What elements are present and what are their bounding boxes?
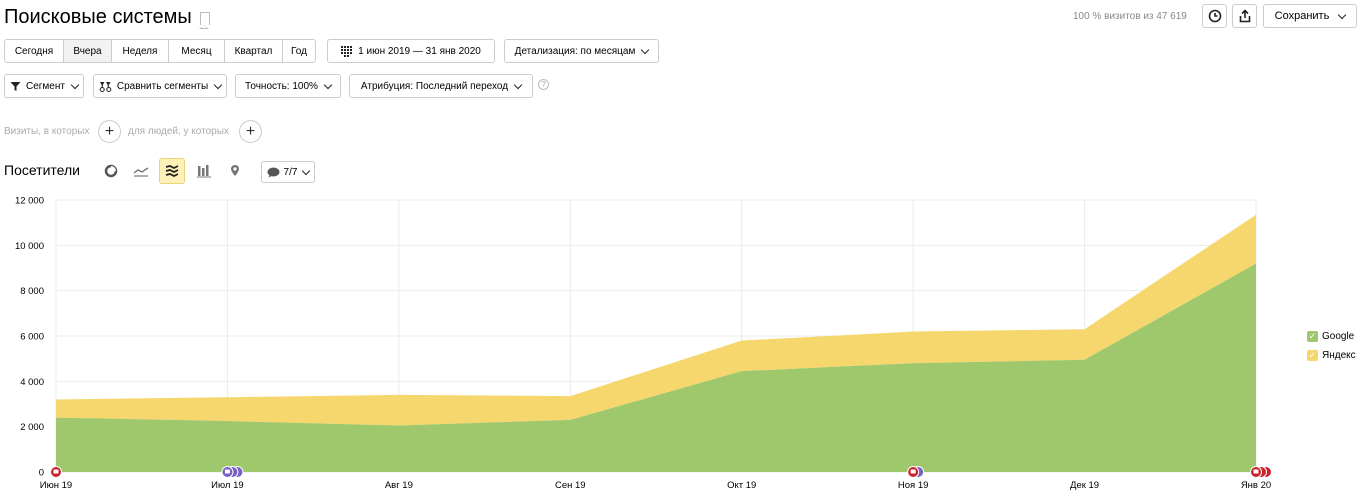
chevron-down-icon [641, 45, 650, 54]
legend-swatch-google: ✓ [1307, 331, 1318, 342]
series-area-google [56, 263, 1256, 472]
chart-type-area[interactable] [159, 158, 185, 184]
chevron-down-icon [1338, 10, 1347, 19]
compare-segments-label: Сравнить сегменты [116, 80, 209, 92]
accuracy-dropdown[interactable]: Точность: 100% [235, 74, 341, 98]
stacked-area-icon [165, 165, 179, 178]
accuracy-label: Точность: 100% [245, 80, 318, 92]
add-visit-condition-button[interactable]: + [98, 120, 121, 143]
period-today[interactable]: Сегодня [4, 39, 64, 63]
detail-label: Детализация: по месяцам [514, 45, 636, 57]
chevron-down-icon [513, 80, 523, 89]
plus-icon: + [245, 122, 256, 140]
help-icon[interactable]: ? [538, 79, 549, 90]
period-year[interactable]: Год [283, 39, 316, 63]
line-chart-icon [133, 167, 149, 177]
compare-segments-button[interactable]: Сравнить сегменты [93, 74, 227, 98]
legend-swatch-yandex: ✓ [1307, 350, 1318, 361]
date-range-label: 1 июн 2019 — 31 янв 2020 [358, 45, 481, 57]
chart-type-map[interactable] [222, 158, 248, 184]
visits-share: 100 % визитов из 47 619 [1073, 11, 1187, 22]
y-tick-label: 0 [39, 468, 44, 479]
visitors-area-chart: 0 2 000 4 000 6 000 8 000 10 000 12 000 Июн 19 И… [15, 196, 1272, 491]
detail-dropdown[interactable]: Детализация: по месяцам [504, 39, 659, 63]
date-range-button[interactable]: 1 июн 2019 — 31 янв 2020 [327, 39, 495, 63]
visits-condition-label: Визиты, в которых [4, 126, 90, 137]
chevron-down-icon [323, 80, 333, 89]
x-tick-label: Сен 19 [555, 480, 586, 491]
x-tick-label: Янв 20 [1241, 480, 1271, 491]
clock-icon [1208, 9, 1221, 23]
export-button[interactable] [1232, 4, 1257, 28]
period-week[interactable]: Неделя [112, 39, 169, 63]
attribution-dropdown[interactable]: Атрибуция: Последний переход [349, 74, 533, 98]
notes-count: 7/7 [283, 166, 298, 178]
chart-type-bar[interactable] [191, 158, 217, 184]
note-marker-icon [910, 469, 916, 474]
add-people-condition-button[interactable]: + [239, 120, 262, 143]
series-area-yandex [56, 214, 1256, 426]
plus-icon: + [104, 122, 115, 140]
filter-icon [10, 81, 21, 91]
chevron-down-icon [302, 166, 311, 175]
people-condition-label: для людей, у которых [128, 126, 229, 137]
x-tick-label: Окт 19 [727, 480, 756, 491]
legend-item-yandex[interactable]: ✓ Яндекс [1307, 350, 1356, 361]
x-tick-label: Дек 19 [1070, 480, 1099, 491]
x-tick-label: Ноя 19 [898, 480, 929, 491]
comment-icon [267, 167, 280, 177]
legend-label-yandex: Яндекс [1322, 350, 1356, 361]
y-tick-label: 6 000 [20, 332, 44, 343]
note-marker-icon [1253, 469, 1259, 474]
pie-chart-icon [104, 164, 118, 178]
note-marker-icon [224, 469, 230, 474]
history-button[interactable] [1202, 4, 1227, 28]
period-month[interactable]: Месяц [169, 39, 225, 63]
page-title: Поисковые системы [4, 6, 210, 29]
attribution-label: Атрибуция: Последний переход [360, 80, 509, 92]
y-tick-label: 12 000 [15, 196, 44, 207]
page-title-text: Поисковые системы [4, 6, 192, 28]
legend-label-google: Google [1322, 331, 1355, 342]
y-tick-label: 4 000 [20, 377, 44, 388]
period-yesterday[interactable]: Вчера [64, 39, 112, 63]
segment-label: Сегмент [26, 80, 65, 92]
bookmark-icon[interactable] [199, 12, 210, 29]
metric-title: Посетители [4, 162, 80, 178]
bar-chart-icon [197, 165, 211, 178]
x-tick-label: Июл 19 [211, 480, 244, 491]
legend-item-google[interactable]: ✓ Google [1307, 331, 1354, 342]
x-tick-label: Июн 19 [40, 480, 72, 491]
y-tick-label: 2 000 [20, 422, 44, 433]
y-tick-label: 10 000 [15, 241, 44, 252]
chevron-down-icon [213, 80, 223, 89]
calendar-icon [341, 45, 353, 57]
note-marker-icon [53, 469, 59, 474]
chevron-down-icon [70, 80, 80, 89]
share-icon [1239, 9, 1250, 23]
period-quarter[interactable]: Квартал [225, 39, 283, 63]
segment-button[interactable]: Сегмент [4, 74, 84, 98]
save-button[interactable]: Сохранить [1263, 4, 1357, 28]
notes-dropdown[interactable]: 7/7 [261, 161, 315, 183]
period-selector: Сегодня Вчера Неделя Месяц Квартал Год [4, 39, 316, 63]
chart-type-line[interactable] [128, 158, 154, 184]
save-button-label: Сохранить [1274, 10, 1330, 22]
compare-icon [99, 81, 112, 92]
x-tick-label: Авг 19 [385, 480, 413, 491]
chart-type-pie[interactable] [98, 158, 124, 184]
map-pin-icon [231, 165, 239, 176]
y-tick-label: 8 000 [20, 286, 44, 297]
